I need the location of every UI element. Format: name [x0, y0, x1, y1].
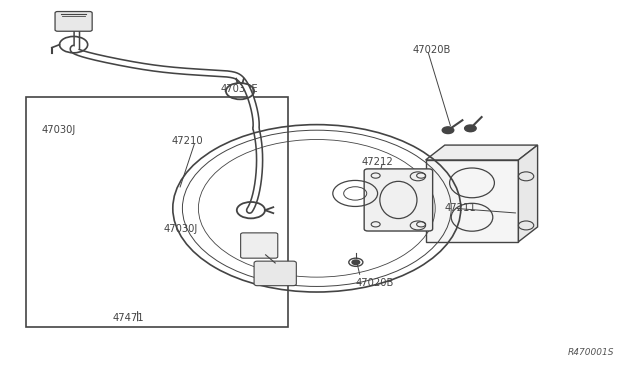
FancyBboxPatch shape [55, 12, 92, 31]
FancyBboxPatch shape [364, 169, 433, 231]
Text: 47030E: 47030E [221, 84, 259, 94]
Circle shape [352, 260, 360, 264]
Polygon shape [426, 145, 538, 160]
Text: R470001S: R470001S [568, 348, 614, 357]
Circle shape [442, 127, 454, 134]
Text: 47020B: 47020B [413, 45, 451, 55]
Text: 47212: 47212 [362, 157, 394, 167]
Text: 47210: 47210 [172, 137, 203, 146]
Text: 47030J: 47030J [42, 125, 76, 135]
FancyBboxPatch shape [426, 160, 518, 242]
Bar [26, 97, 288, 327]
Text: 47211: 47211 [445, 203, 477, 213]
Circle shape [465, 125, 476, 132]
Text: 47020B: 47020B [355, 278, 394, 288]
FancyBboxPatch shape [241, 233, 278, 258]
FancyBboxPatch shape [254, 261, 296, 286]
Text: 47471: 47471 [112, 313, 144, 323]
Text: 47030J: 47030J [163, 224, 198, 234]
Polygon shape [518, 145, 538, 242]
